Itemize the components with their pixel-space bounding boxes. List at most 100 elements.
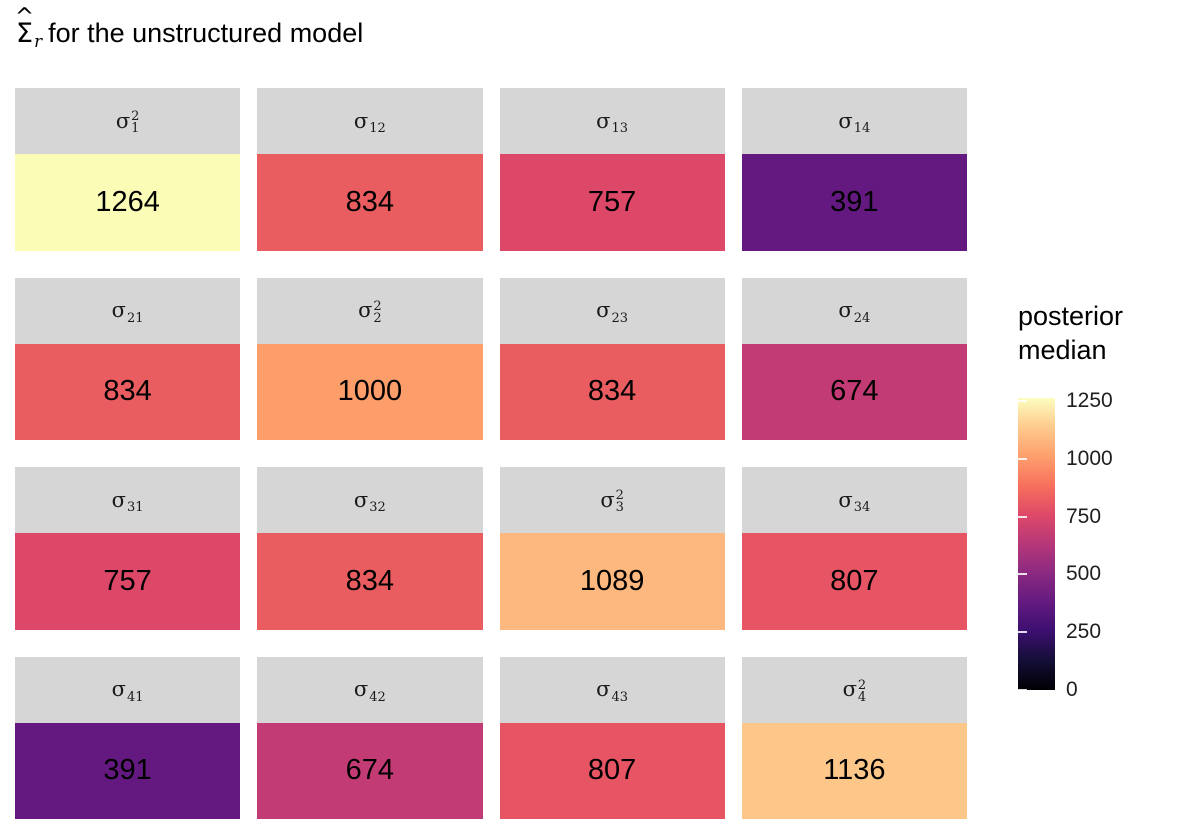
hat-accent: ^ (14, 3, 35, 30)
tile-value: 757 (103, 564, 152, 597)
heatmap-tile: 834 (257, 533, 483, 630)
sigma-subscript: 32 (369, 500, 386, 515)
tile-value: 807 (587, 754, 637, 787)
legend-tick-label: 0 (1066, 678, 1078, 701)
colorbar-tick (1018, 573, 1027, 576)
sigma-subscript: 21 (127, 310, 144, 326)
tile-value: 674 (830, 375, 879, 408)
legend-title-line2: median (1018, 334, 1107, 365)
sigma-symbol: σ (842, 677, 857, 701)
chart-title: ^ Σr for the unstructured model (15, 4, 364, 51)
legend-tick-label: 750 (1066, 504, 1102, 528)
facet-strip: σ 42 (257, 656, 483, 723)
sigma-superscript: 2 (615, 488, 624, 503)
panel-sigma-13: σ 13 757 (499, 88, 725, 251)
sigma-hat-symbol: ^ Σ (15, 4, 34, 49)
sigma-subscript: 34 (853, 500, 871, 515)
panel-sigma-14: σ 14 391 (741, 88, 967, 251)
tile-value: 1136 (823, 754, 886, 787)
panel-sigma-23: σ 23 834 (499, 277, 725, 440)
sigma-subscript: 43 (611, 689, 629, 705)
facet-strip-label: σ 12 (353, 108, 386, 136)
legend-tick-label: 1000 (1066, 446, 1113, 470)
panel-sigma-12: σ 12 834 (257, 88, 483, 251)
sigma-symbol: σ (596, 108, 611, 133)
panel-sigma-24: σ 24 674 (741, 277, 967, 440)
heatmap-tile: 834 (499, 343, 725, 440)
heatmap-tile: 674 (741, 343, 967, 440)
tile-value: 1089 (579, 564, 645, 597)
sigma-subscript: 14 (853, 121, 871, 136)
tile-value: 391 (103, 754, 152, 787)
facet-strip-label: σ 41 (112, 678, 144, 705)
facet-strip-label: σ 42 (353, 677, 386, 705)
sigma-superscript: 2 (857, 677, 867, 693)
facet-strip-label: σ 32 (354, 488, 386, 515)
tile-value: 1264 (95, 185, 160, 218)
sigma-symbol: σ (838, 298, 853, 322)
title-text: for the unstructured model (48, 18, 364, 48)
facet-strip: σ 34 (741, 467, 967, 533)
sigma-subscript: 13 (611, 121, 629, 136)
legend-tick-label: 250 (1066, 620, 1102, 644)
heatmap-tile: 1000 (257, 343, 483, 440)
sigma-superscript: 2 (131, 109, 140, 124)
facet-strip: σ 32 (257, 467, 483, 533)
legend-title: posterior median (1018, 300, 1123, 368)
heatmap-tile: 1089 (499, 533, 725, 630)
panel-sigma-34: σ 34 807 (741, 467, 967, 630)
heatmap-tile: 391 (15, 722, 241, 819)
heatmap-tile: 757 (499, 154, 725, 251)
sigma-symbol: σ (838, 487, 853, 512)
panel-sigma-41: σ 41 391 (15, 656, 241, 819)
colorbar-tick (1018, 515, 1027, 518)
sigma-subscript: 2 (373, 310, 382, 326)
facet-strip: σ 41 (15, 656, 241, 723)
sigma-subscript: 12 (369, 121, 386, 136)
sigma-subscript: 24 (853, 310, 871, 326)
panel-sigma-42: σ 42 674 (257, 656, 483, 819)
heatmap-tile: 807 (741, 533, 967, 630)
sigma-symbol: σ (353, 677, 369, 701)
tile-value: 834 (345, 185, 395, 218)
panel-sigma-21: σ 21 834 (15, 277, 241, 440)
sigma-symbol: σ (353, 108, 369, 133)
sigma-symbol: σ (111, 298, 127, 322)
title-subscript-r: r (34, 30, 43, 51)
sigma-subscript: 42 (369, 689, 386, 705)
sigma-symbol: σ (111, 487, 127, 512)
sigma-subscript: 3 (615, 500, 624, 515)
sigma-superscript: 2 (373, 298, 382, 314)
panel-sigma-43: σ 43 807 (499, 656, 725, 819)
facet-strip-label: σ 43 (596, 678, 629, 705)
heatmap-tile: 1136 (741, 722, 967, 819)
facet-strip: σ 13 (499, 88, 725, 154)
legend-colorbar (1018, 398, 1055, 691)
sigma-symbol: σ (358, 298, 373, 322)
tile-value: 807 (830, 564, 879, 597)
heatmap-tile: 1264 (15, 154, 241, 251)
tile-value: 1000 (337, 375, 403, 408)
sigma-subscript: 23 (611, 310, 629, 326)
colorbar-tick (1018, 689, 1027, 691)
heatmap-tile: 807 (499, 722, 725, 819)
sigma-symbol: σ (600, 487, 615, 512)
colorbar-tick (1018, 400, 1027, 403)
sigma-subscript: 41 (127, 689, 144, 705)
panel-sigma-31: σ 31 757 (15, 467, 241, 630)
heatmap-tile: 391 (741, 154, 967, 251)
